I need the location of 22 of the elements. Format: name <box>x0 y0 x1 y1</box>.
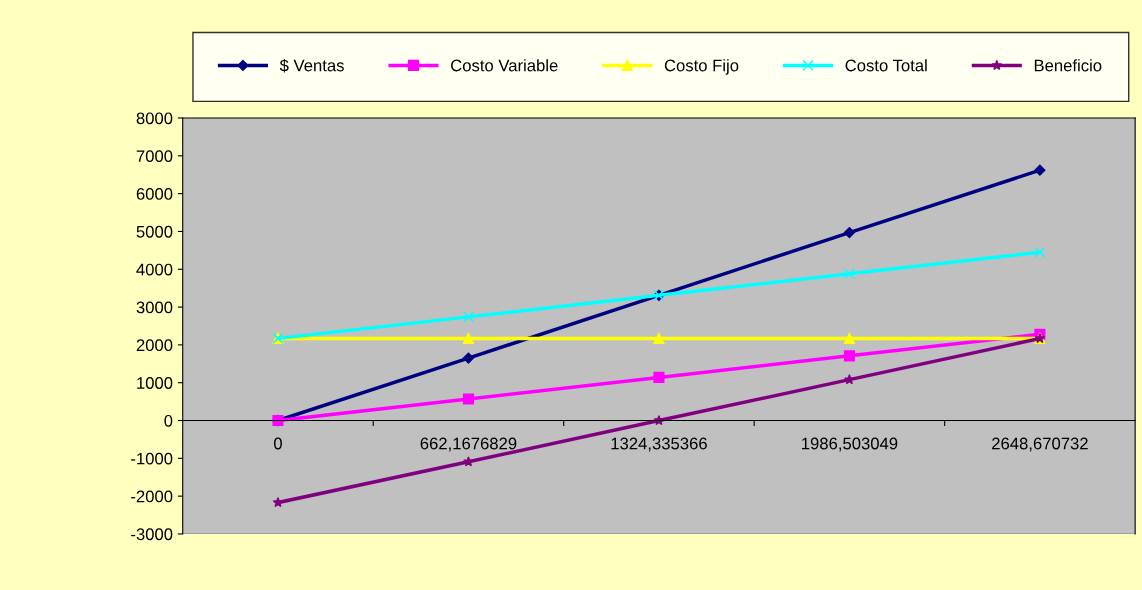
y-tick-label: -1000 <box>131 452 173 465</box>
legend-label: Beneficio <box>1034 59 1102 72</box>
legend-label: Costo Total <box>845 59 927 72</box>
legend-label: $ Ventas <box>279 58 344 73</box>
x-tick-label: 662,1676829 <box>420 437 517 452</box>
y-tick-label: 4000 <box>136 263 173 276</box>
y-tick-label: 6000 <box>136 188 173 200</box>
y-tick-label: 2000 <box>136 339 173 352</box>
y-tick-label: -2000 <box>131 490 173 503</box>
legend-label: Costo Fijo <box>664 59 739 75</box>
x-tick-label: 1324,335366 <box>611 437 707 452</box>
y-tick-label: 0 <box>164 414 173 427</box>
legend-label: Costo Variable <box>451 59 558 72</box>
y-tick-label: 5000 <box>136 225 173 238</box>
y-tick-label: -3000 <box>131 528 173 541</box>
y-tick-label: 1000 <box>137 377 173 389</box>
y-tick-label: 7000 <box>136 150 173 163</box>
y-tick-label: 8000 <box>136 112 173 125</box>
x-tick-label: 0 <box>273 437 282 450</box>
x-tick-label: 2648,670732 <box>992 437 1088 452</box>
y-tick-label: 3000 <box>136 301 173 314</box>
x-tick-label: 1986,503049 <box>802 437 898 452</box>
